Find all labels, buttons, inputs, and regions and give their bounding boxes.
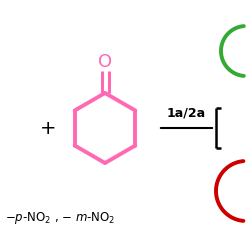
Text: +: + [40,119,56,138]
Text: O: O [98,53,112,71]
Text: $-\mathit{p}$-NO$_2$ , $-\ \mathit{m}$-NO$_2$: $-\mathit{p}$-NO$_2$ , $-\ \mathit{m}$-N… [5,210,115,226]
Text: 1a/2a: 1a/2a [167,107,206,120]
